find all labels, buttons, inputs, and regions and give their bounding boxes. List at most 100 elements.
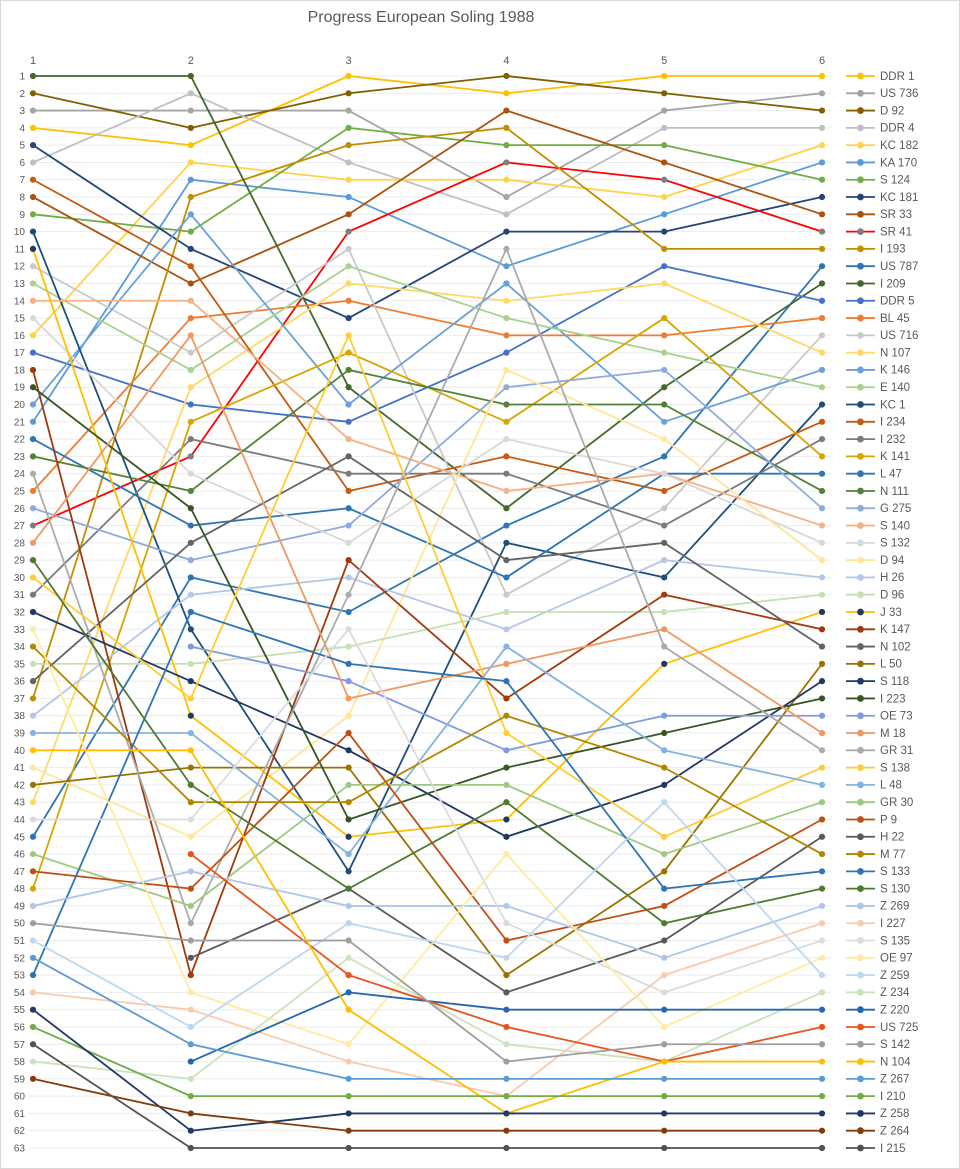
series-marker-S-130 [503, 799, 510, 806]
series-marker-N-107 [818, 349, 826, 356]
series-marker-GR-31 [345, 591, 352, 598]
series-marker-DDR-4 [345, 159, 352, 166]
series-marker-Z-267 [29, 954, 37, 961]
series-marker-US-716 [29, 263, 37, 270]
series-marker-S-140 [818, 522, 826, 529]
series-marker-US-787 [661, 453, 668, 460]
series-marker-S-138 [187, 695, 194, 702]
series-marker-L-47 [503, 574, 510, 581]
series-marker-KC-1 [345, 868, 352, 875]
series-marker-S-130 [661, 920, 668, 927]
legend-label: G 275 [880, 503, 911, 515]
series-marker-Z-258 [818, 1110, 826, 1117]
series-marker-N-102 [345, 453, 352, 460]
series-line-N-111 [32, 369, 823, 492]
series-marker-L-50 [187, 764, 194, 771]
series-marker-N-104 [818, 1058, 826, 1065]
series-marker-M-18 [818, 729, 826, 737]
series-marker-D-96 [818, 591, 826, 598]
legend-label: US 787 [880, 261, 918, 273]
y-axis-label: 38 [14, 711, 26, 722]
y-axis-label: 23 [14, 452, 26, 463]
series-marker-S-132 [503, 435, 510, 443]
y-axis-label: 22 [14, 435, 26, 446]
series-marker-N-111 [661, 401, 668, 408]
legend-swatch-marker [857, 314, 864, 322]
series-marker-K-146 [29, 401, 37, 408]
series-line-K-146 [32, 213, 823, 423]
series-marker-GR-31 [661, 643, 668, 650]
series-marker-S-130 [29, 557, 37, 564]
y-axis-label: 50 [14, 919, 26, 930]
series-marker-KA-170 [661, 211, 668, 218]
series-marker-N-104 [29, 747, 37, 754]
legend-swatch-marker [857, 107, 864, 114]
series-marker-E-140 [345, 263, 352, 270]
series-marker-Z-234 [187, 1075, 194, 1082]
series-marker-SR-33 [661, 159, 668, 166]
legend-swatch-marker [857, 1075, 864, 1083]
series-line-E-140 [32, 265, 823, 389]
series-marker-US-725 [345, 971, 352, 979]
series-marker-K-147 [503, 695, 510, 702]
legend-label: I 234 [880, 417, 906, 429]
series-marker-L-47 [818, 470, 826, 477]
series-marker-I-232 [503, 470, 510, 477]
series-marker-D-94 [661, 435, 668, 443]
legend-label: L 48 [880, 780, 902, 792]
series-line-D-92 [32, 75, 823, 129]
series-line-Z-258 [32, 1008, 823, 1132]
legend-label: M 77 [880, 849, 906, 861]
series-line-S-133 [32, 611, 823, 976]
series-marker-US-736 [818, 90, 826, 97]
series-marker-SR-33 [187, 280, 194, 287]
y-axis-label: 61 [14, 1109, 26, 1120]
series-marker-DDR-5 [187, 401, 194, 408]
series-marker-D-94 [503, 366, 510, 374]
series-marker-Z-259 [29, 937, 37, 944]
legend-label: S 140 [880, 520, 910, 532]
series-marker-N-111 [818, 487, 826, 495]
legend-swatch-marker [857, 591, 864, 599]
series-marker-S-133 [661, 885, 668, 892]
series-marker-US-787 [503, 522, 510, 529]
series-marker-SR-41 [661, 176, 668, 183]
series-marker-I-215 [818, 1144, 826, 1152]
series-marker-DDR-1 [661, 72, 668, 80]
series-marker-DDR-4 [187, 90, 194, 97]
series-marker-S-130 [345, 885, 352, 892]
series-marker-Z-258 [661, 1110, 668, 1117]
series-marker-S-135 [818, 937, 826, 944]
series-marker-I-227 [818, 920, 826, 927]
y-axis-label: 26 [14, 504, 26, 515]
legend-label: H 26 [880, 572, 904, 584]
legend-label: Z 264 [880, 1126, 910, 1138]
y-axis-label: 34 [14, 642, 26, 653]
series-line-H-22 [189, 835, 823, 994]
y-axis-label: 10 [14, 227, 26, 238]
y-axis-label: 45 [14, 832, 26, 843]
series-marker-KC-181 [187, 245, 194, 253]
legend-label: KC 1 [880, 399, 906, 411]
series-marker-KA-170 [818, 159, 826, 166]
legend-label: L 47 [880, 468, 902, 480]
series-marker-I-232 [187, 435, 194, 443]
series-marker-GR-30 [29, 850, 37, 858]
series-marker-M-18 [503, 660, 510, 667]
series-line-KC-181 [32, 144, 823, 319]
legend-label: K 146 [880, 365, 910, 377]
series-marker-BL-45 [29, 487, 37, 495]
y-axis-label: 47 [14, 867, 26, 878]
series-marker-Z-259 [818, 971, 826, 979]
series-marker-I-232 [345, 470, 352, 477]
legend-label: OE 73 [880, 711, 913, 723]
series-marker-N-102 [661, 539, 668, 546]
series-marker-D-94 [29, 764, 37, 771]
y-axis-label: 3 [19, 106, 25, 117]
legend-swatch-marker [857, 712, 864, 720]
chart-title: Progress European Soling 1988 [307, 9, 535, 26]
series-marker-Z-258 [345, 1110, 352, 1117]
series-marker-Z-269 [29, 902, 37, 910]
series-line-N-104 [32, 749, 823, 1115]
series-marker-OE-97 [345, 1041, 352, 1048]
